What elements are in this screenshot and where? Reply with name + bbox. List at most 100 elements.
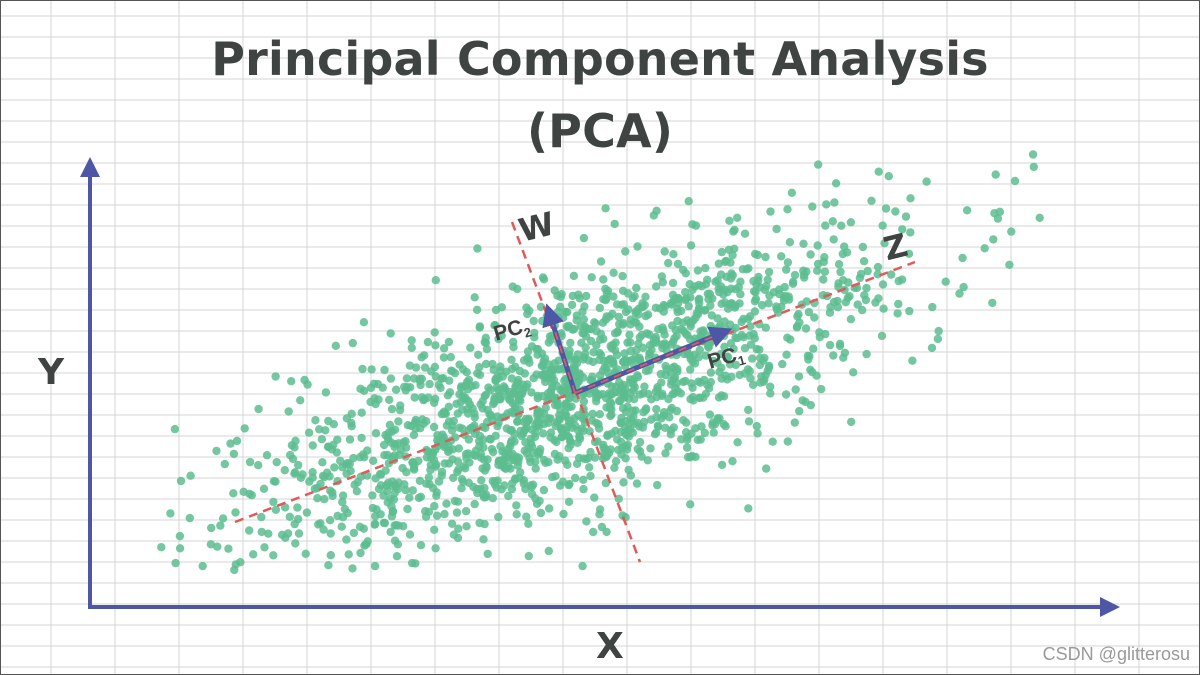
scatter-point [439,344,449,353]
scatter-point [541,403,550,413]
scatter-point [634,339,643,348]
scatter-point [599,275,608,284]
scatter-point [641,311,650,321]
scatter-point [589,527,598,537]
scatter-point [470,409,479,418]
scatter-point [407,558,417,568]
scatter-point [482,344,492,354]
scatter-point [696,435,705,444]
scatter-point [873,262,883,272]
scatter-point [781,390,791,399]
scatter-point [906,194,915,203]
scatter-point [614,396,624,406]
scatter-point [386,527,395,537]
scatter-point [635,333,644,342]
scatter-point [694,353,703,362]
scatter-point [557,432,566,442]
scatter-point [409,430,419,440]
scatter-point [544,546,553,556]
scatter-point [609,268,618,277]
scatter-point [416,541,426,550]
scatter-point [646,444,655,453]
scatter-point [479,435,488,445]
scatter-point [809,344,818,353]
scatter-point [791,385,800,394]
scatter-point [782,350,791,359]
scatter-point [881,204,891,213]
scatter-point [478,404,487,413]
scatter-point [388,453,397,462]
scatter-point [474,350,483,359]
scatter-point [294,529,304,538]
scatter-point [819,257,828,267]
scatter-point [652,428,661,437]
scatter-point [359,386,369,395]
scatter-point [700,428,709,438]
scatter-point [344,550,353,559]
scatter-point [862,283,871,293]
scatter-point [761,252,770,262]
pc1-arrow [574,326,733,396]
scatter-point [761,323,770,332]
scatter-point [472,484,482,494]
scatter-point [330,463,339,472]
scatter-point [374,484,384,494]
scatter-point [707,311,716,320]
scatter-point [469,450,478,460]
scatter-point [374,395,383,404]
scatter-point [582,291,591,301]
scatter-point [588,409,597,419]
scatter-point [603,430,612,439]
scatter-point [719,290,728,299]
scatter-point [257,527,266,537]
scatter-point [429,422,439,432]
scatter-point [697,422,706,431]
scatter-point [463,409,473,418]
scatter-point [291,436,300,445]
scatter-point [590,493,599,502]
scatter-point [373,379,383,389]
scatter-point [444,402,453,411]
scatter-point [470,293,479,302]
scatter-point [804,307,814,317]
scatter-point [563,460,572,469]
scatter-point [898,225,907,234]
scatter-point [380,451,389,460]
scatter-point [856,269,866,279]
scatter-point [420,351,429,360]
scatter-point [449,530,459,539]
scatter-point [491,321,500,330]
scatter-point [342,469,351,478]
scatter-point [846,315,856,324]
scatter-point [537,361,546,370]
scatter-point [670,389,679,398]
scatter-point [744,405,753,415]
scatter-point [778,359,787,369]
scatter-point [601,204,610,213]
scatter-point [389,495,399,504]
scatter-point [653,385,662,394]
scatter-point [611,382,621,391]
scatter-point [612,350,622,360]
scatter-point [293,503,302,512]
scatter-point [564,497,574,506]
scatter-point [681,288,690,297]
scatter-point [402,383,412,392]
scatter-point [513,461,522,470]
scatter-point [585,463,594,472]
scatter-point [661,361,670,371]
scatter-point [744,417,754,426]
scatter-point [552,437,561,447]
scatter-point [411,418,420,427]
scatter-point [719,420,728,429]
scatter-point [427,367,436,376]
scatter-point [734,283,743,292]
scatter-point [463,385,473,394]
scatter-point [621,247,630,256]
scatter-point [280,466,289,475]
scatter-point [606,411,615,421]
scatter-point [810,313,819,322]
scatter-point [764,361,774,371]
scatter-point [908,356,917,365]
scatter-point [550,449,560,459]
